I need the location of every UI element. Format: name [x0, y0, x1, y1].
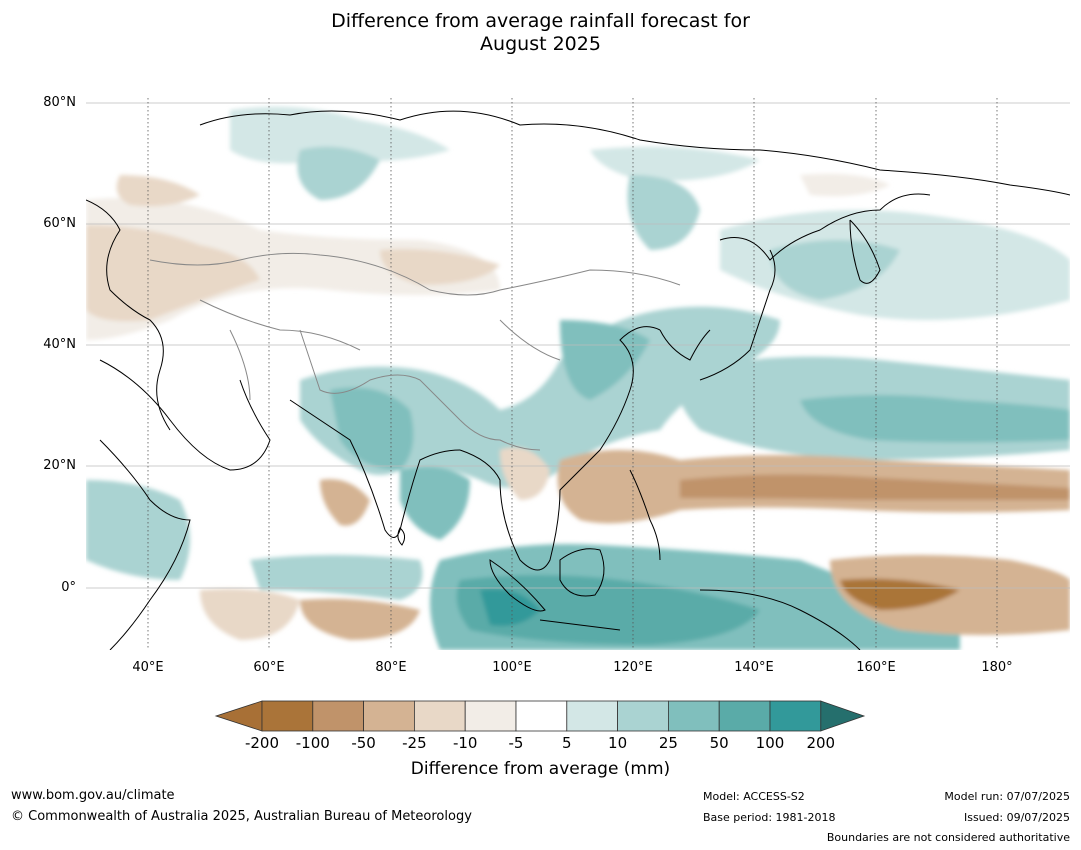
- lat-label-0: 0°: [61, 580, 76, 595]
- coastline-kamchatka: [849, 219, 881, 284]
- latitude-gridlines: [86, 102, 1070, 589]
- model-name: Model: ACCESS-S2: [703, 790, 805, 803]
- coastline-new-guinea: [699, 589, 861, 650]
- national-borders: [149, 252, 681, 451]
- map-frame: [86, 98, 1070, 650]
- anomaly-maritime-core: [456, 575, 760, 645]
- colorbar-bin: [261, 700, 314, 732]
- colorbar-tick: -100: [295, 734, 330, 752]
- coastline-korea: [659, 329, 711, 361]
- anomaly-volga-dry: [86, 225, 260, 322]
- colorbar-tick: 50: [709, 734, 729, 752]
- colorbar-bin: [769, 700, 822, 732]
- lon-label-180: 180°: [981, 660, 1013, 675]
- coastline-borneo: [559, 548, 605, 597]
- anomaly-arabian-sea-wet: [250, 555, 423, 600]
- base-period: Base period: 1981-2018: [703, 811, 836, 824]
- anomaly-equatorial-pacific-dry-core: [840, 578, 960, 610]
- colorbar-tick: 100: [755, 734, 785, 752]
- coastline-java: [539, 619, 621, 631]
- anomaly-central-indian-dry: [200, 588, 300, 640]
- colorbar-bin: [413, 700, 466, 732]
- anomaly-nw-siberia-wet: [297, 146, 380, 200]
- anomaly-sw-india-dry: [320, 479, 370, 526]
- anomaly-ne-siberia-dry: [800, 173, 890, 197]
- colorbar-extend-low: [214, 700, 263, 732]
- coastline-japan: [699, 249, 776, 381]
- anomaly-asia-monsoon-wet: [300, 306, 780, 488]
- lon-label-140e: 140°E: [734, 660, 774, 675]
- colorbar-bin: [515, 700, 568, 732]
- anomaly-yakutia-wet: [627, 175, 700, 250]
- lat-label-60n: 60°N: [43, 216, 76, 231]
- colorbar-bin: [363, 700, 415, 732]
- colorbar-bin: [668, 700, 720, 732]
- colorbar-bin: [566, 700, 618, 732]
- coastline-sumatra: [489, 559, 546, 612]
- lon-label-60e: 60°E: [253, 660, 285, 675]
- colorbar-bin: [464, 700, 517, 732]
- anomaly-west-siberia-dry: [116, 175, 200, 207]
- anomaly-okhotsk-wet: [770, 240, 900, 300]
- coastline-europe-asia-west: [86, 199, 171, 431]
- lon-label-80e: 80°E: [375, 660, 407, 675]
- map-title-line2: August 2025: [480, 33, 601, 55]
- longitude-gridlines: [147, 98, 998, 650]
- coastline-africa-east: [99, 439, 191, 650]
- lon-label-100e: 100°E: [492, 660, 532, 675]
- copyright-text: © Commonwealth of Australia 2025, Austra…: [11, 809, 472, 824]
- colorbar-tick: 200: [806, 734, 836, 752]
- anomaly-west-equatorial-wet: [86, 480, 190, 580]
- colorbar-tick: -50: [351, 734, 376, 752]
- lon-label-160e: 160°E: [856, 660, 896, 675]
- coastlines: [86, 110, 1070, 650]
- colorbar-tick: -5: [508, 734, 524, 752]
- anomaly-north-pacific-core: [800, 395, 1070, 443]
- colorbar-tick: -200: [244, 734, 280, 752]
- coastline-se-asia: [459, 326, 661, 571]
- coastline-india: [289, 399, 461, 538]
- colorbar-tick: 5: [562, 734, 572, 752]
- colorbar-tick: 10: [608, 734, 628, 752]
- map-title: Difference from average rainfall forecas…: [0, 10, 1081, 56]
- website-link[interactable]: www.bom.gov.au/climate: [11, 788, 175, 803]
- lat-label-20n: 20°N: [43, 458, 76, 473]
- colorbar-bin: [718, 700, 771, 732]
- anomaly-west-pacific-dry-core: [680, 474, 1070, 500]
- anomaly-sumatra-core: [480, 589, 540, 626]
- anomaly-indian-ocean-dry: [300, 598, 420, 640]
- anomaly-arctic-wet: [230, 106, 450, 164]
- coastline-sri-lanka: [397, 527, 406, 546]
- anomaly-east-siberia-wet: [590, 146, 760, 181]
- lon-label-120e: 120°E: [613, 660, 653, 675]
- anomaly-china-wet: [560, 320, 650, 400]
- boundaries-disclaimer: Boundaries are not considered authoritat…: [826, 831, 1070, 844]
- anomaly-india-wet: [330, 387, 414, 470]
- map-title-line1: Difference from average rainfall forecas…: [331, 10, 750, 32]
- anomaly-kazakhstan-dry: [380, 249, 500, 285]
- coastline-far-east: [719, 193, 931, 261]
- colorbar-tick: -25: [402, 734, 427, 752]
- coastline-arctic: [199, 110, 1070, 196]
- lat-label-80n: 80°N: [43, 95, 76, 110]
- anomaly-fields: [86, 106, 1070, 650]
- anomaly-indochina-dry: [500, 447, 550, 500]
- colorbar-extend-high: [820, 700, 866, 732]
- issued-date: Issued: 09/07/2025: [963, 811, 1070, 824]
- lat-label-40n: 40°N: [43, 337, 76, 352]
- model-run-date: Model run: 07/07/2025: [944, 790, 1070, 803]
- colorbar-bin: [617, 700, 669, 732]
- colorbar: [214, 700, 866, 732]
- anomaly-bengal-wet: [400, 466, 470, 540]
- coastline-philippines: [629, 469, 661, 561]
- colorbar-bin: [312, 700, 364, 732]
- colorbar-tick: 25: [658, 734, 678, 752]
- lon-label-40e: 40°E: [132, 660, 164, 675]
- coastline-arabia: [99, 359, 271, 471]
- colorbar-title: Difference from average (mm): [410, 759, 671, 779]
- colorbar-tick: -10: [452, 734, 478, 752]
